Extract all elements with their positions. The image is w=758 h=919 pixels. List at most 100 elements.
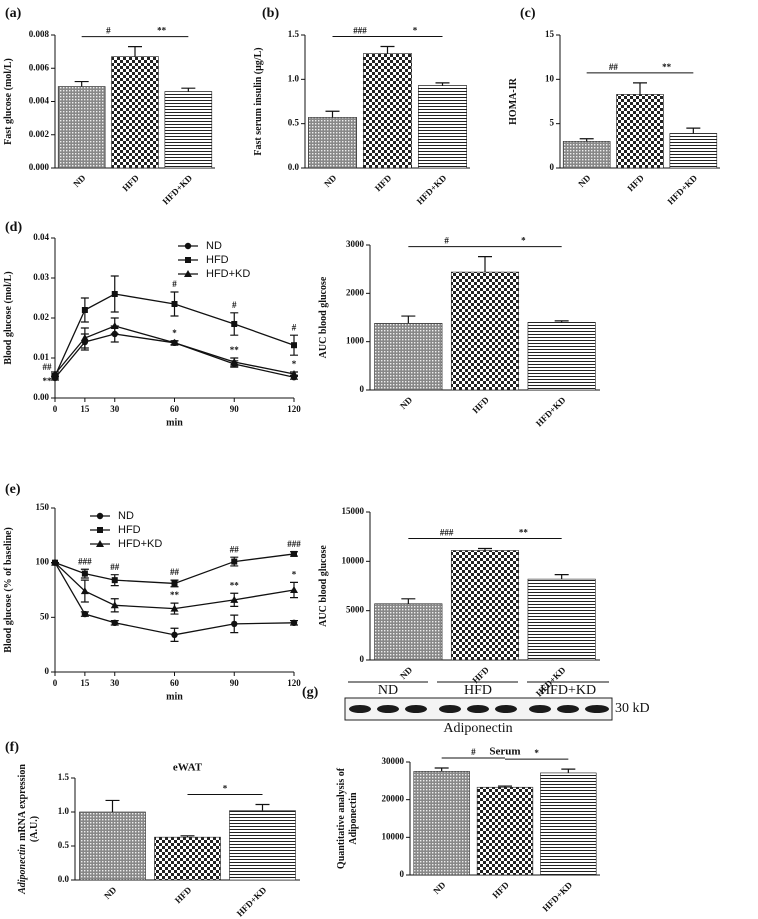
y-axis-label-part: Blood glucose (% of baseline): [3, 527, 14, 653]
bar: [616, 94, 664, 169]
x-tick-label: ND: [398, 394, 415, 411]
y-tick-label: 0.0: [58, 874, 70, 884]
bar: [669, 133, 718, 169]
x-tick-label: HFD: [173, 884, 194, 905]
significance-label: *: [413, 26, 418, 36]
error-bar: [255, 803, 270, 811]
x-tick-label: ND: [431, 879, 448, 896]
error-bar: [554, 574, 569, 580]
significance-label: *: [223, 784, 228, 794]
annotation: ###: [287, 539, 301, 549]
blot-group: HFD+KD: [540, 683, 596, 698]
x-tick-label: HFD: [490, 879, 511, 900]
significance-label: ###: [353, 26, 367, 36]
legend-label: HFD: [206, 254, 229, 266]
x-tick-label: HFD: [373, 172, 394, 193]
bar: [229, 810, 296, 881]
y-tick-label: 30000: [382, 756, 405, 766]
y-tick-label: 0.0: [288, 162, 300, 172]
bar: [79, 811, 146, 881]
annotation: **: [230, 580, 240, 590]
marker: [231, 558, 238, 565]
y-axis-label: (A.U.): [29, 816, 40, 842]
error-bar: [401, 598, 416, 604]
marker: [81, 570, 88, 577]
y-tick-label: 0.002: [29, 129, 50, 139]
x-axis-label: min: [166, 691, 183, 702]
y-axis-label: Blood glucose (% of baseline): [3, 527, 14, 653]
y-tick-label: 0.008: [29, 29, 50, 39]
marker: [170, 338, 179, 346]
marker: [185, 257, 191, 263]
marker: [290, 586, 298, 593]
y-tick-label: 10: [545, 73, 555, 83]
line: [54, 553, 295, 585]
x-tick-label: 60: [170, 678, 180, 688]
marker: [230, 358, 239, 365]
y-axis-label-italic: Adiponectin: [17, 843, 28, 894]
y-tick-label: 20000: [382, 794, 405, 804]
bar: [164, 91, 213, 169]
y-tick-label: 0.01: [33, 352, 49, 362]
significance-label: ##: [609, 62, 619, 72]
bar: [374, 322, 443, 391]
significance-label: #: [444, 236, 449, 246]
x-tick-label: HFD+KD: [235, 884, 269, 918]
x-tick-label: 15: [80, 404, 90, 414]
y-tick-label: 0: [360, 654, 365, 664]
y-tick-label: 1.5: [288, 29, 300, 39]
y-tick-label: 0.03: [33, 272, 49, 282]
y-tick-label: 0.02: [33, 312, 49, 322]
y-tick-label: 0.5: [288, 118, 300, 128]
y-axis-label-part: Blood glucose (mol/L): [3, 271, 14, 364]
significance-label: **: [519, 528, 529, 538]
marker: [51, 370, 59, 377]
y-tick-label: 0: [360, 384, 365, 394]
bar: [307, 117, 357, 169]
y-tick-label: 150: [36, 502, 50, 512]
y-tick-label: 50: [40, 611, 50, 621]
marker: [290, 370, 298, 377]
significance-label: **: [157, 26, 167, 36]
error-bar: [380, 45, 395, 54]
x-tick-label: 60: [170, 404, 180, 414]
y-axis-label: Blood glucose (mol/L): [3, 271, 14, 364]
line: [54, 562, 295, 610]
marker: [96, 512, 104, 520]
x-tick-label: 90: [230, 404, 240, 414]
y-axis-label: Fast serum insulin (μg/L): [253, 47, 264, 155]
error-bar: [435, 82, 450, 86]
x-tick-label: HFD+KD: [161, 172, 195, 206]
bar: [476, 786, 534, 876]
marker: [81, 610, 89, 618]
bar: [57, 86, 106, 169]
bar: [540, 772, 597, 876]
y-axis-label: Adiponectin: [348, 792, 359, 845]
annotation: ##: [110, 562, 120, 572]
y-tick-label: 15000: [342, 506, 365, 516]
error-bar: [434, 767, 449, 772]
y-tick-label: 1.0: [58, 806, 70, 816]
annotation: **: [43, 376, 53, 386]
error-bar: [478, 547, 492, 551]
blot-size: 30 kD: [615, 701, 650, 716]
significance-label: *: [521, 236, 526, 246]
annotation: *: [292, 359, 297, 369]
line: [54, 562, 295, 636]
y-tick-label: 0: [45, 666, 50, 676]
x-tick-label: HFD: [120, 172, 141, 193]
significance-label: #: [106, 26, 111, 36]
bar: [362, 53, 412, 169]
marker: [110, 601, 119, 609]
bar: [374, 603, 443, 661]
x-tick-label: 15: [80, 678, 90, 688]
error-bar: [128, 46, 142, 57]
line: [54, 333, 295, 379]
x-tick-label: HFD+KD: [541, 879, 575, 913]
blot-bands: [349, 705, 609, 713]
marker: [111, 619, 118, 626]
marker: [290, 619, 298, 626]
bar: [562, 141, 611, 169]
marker: [111, 291, 118, 297]
